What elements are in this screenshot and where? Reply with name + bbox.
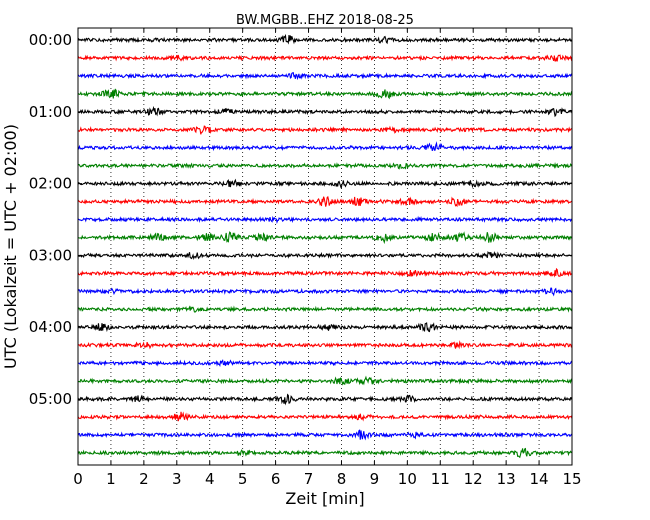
trace-row (77, 125, 573, 135)
trace-row (77, 375, 573, 386)
x-tick-label: 2 (139, 470, 149, 488)
x-tick-label: 11 (431, 470, 450, 488)
trace-row (77, 215, 573, 225)
y-tick-label: 00:00 (29, 31, 72, 49)
plot-frame (77, 27, 573, 466)
y-tick-label: 03:00 (29, 246, 72, 264)
grid-layer (110, 28, 540, 465)
x-tick-label: 8 (337, 470, 347, 488)
chart-title: BW.MGBB..EHZ 2018-08-25 (236, 13, 414, 28)
trace-row (77, 231, 573, 245)
trace-row (77, 72, 573, 81)
y-axis-ticks: 00:00 01:00 02:00 03:00 04:00 05:00 (29, 31, 572, 408)
x-tick-label: 7 (304, 470, 314, 488)
y-tick-label: 05:00 (29, 390, 72, 408)
y-tick-label: 02:00 (29, 175, 72, 193)
trace-row (77, 429, 573, 441)
trace-row (77, 305, 573, 313)
x-tick-label: 6 (271, 470, 281, 488)
trace-layer (77, 33, 573, 459)
x-tick-label: 1 (106, 470, 116, 488)
trace-row (77, 359, 573, 367)
x-tick-label: 10 (398, 470, 417, 488)
trace-row (77, 195, 573, 208)
trace-row (77, 105, 573, 118)
y-tick-label: 01:00 (29, 103, 72, 121)
trace-row (77, 54, 573, 62)
y-axis-label: UTC (Lokalzeit = UTC + 02:00) (1, 124, 20, 369)
trace-row (77, 88, 573, 100)
trace-row (77, 267, 573, 278)
trace-row (77, 162, 573, 170)
x-tick-label: 3 (172, 470, 182, 488)
trace-row (77, 411, 573, 422)
x-tick-label: 0 (73, 470, 83, 488)
x-tick-label: 5 (238, 470, 248, 488)
x-axis-ticks: 0 1 2 3 4 5 6 7 8 9 10 11 12 13 14 15 (73, 28, 582, 488)
y-tick-label: 04:00 (29, 318, 72, 336)
trace-row (77, 287, 573, 297)
trace-row (77, 322, 573, 333)
x-tick-label: 12 (464, 470, 483, 488)
trace-row (77, 393, 573, 406)
x-tick-label: 4 (205, 470, 215, 488)
x-axis-label: Zeit [min] (285, 489, 364, 508)
x-tick-label: 13 (497, 470, 516, 488)
trace-row (77, 250, 573, 260)
x-tick-label: 14 (530, 470, 549, 488)
trace-row (77, 141, 573, 152)
trace-row (77, 178, 573, 189)
x-tick-label: 15 (562, 470, 581, 488)
x-tick-label: 9 (370, 470, 380, 488)
trace-row (77, 340, 573, 350)
trace-row (77, 447, 573, 459)
trace-row (77, 33, 573, 45)
